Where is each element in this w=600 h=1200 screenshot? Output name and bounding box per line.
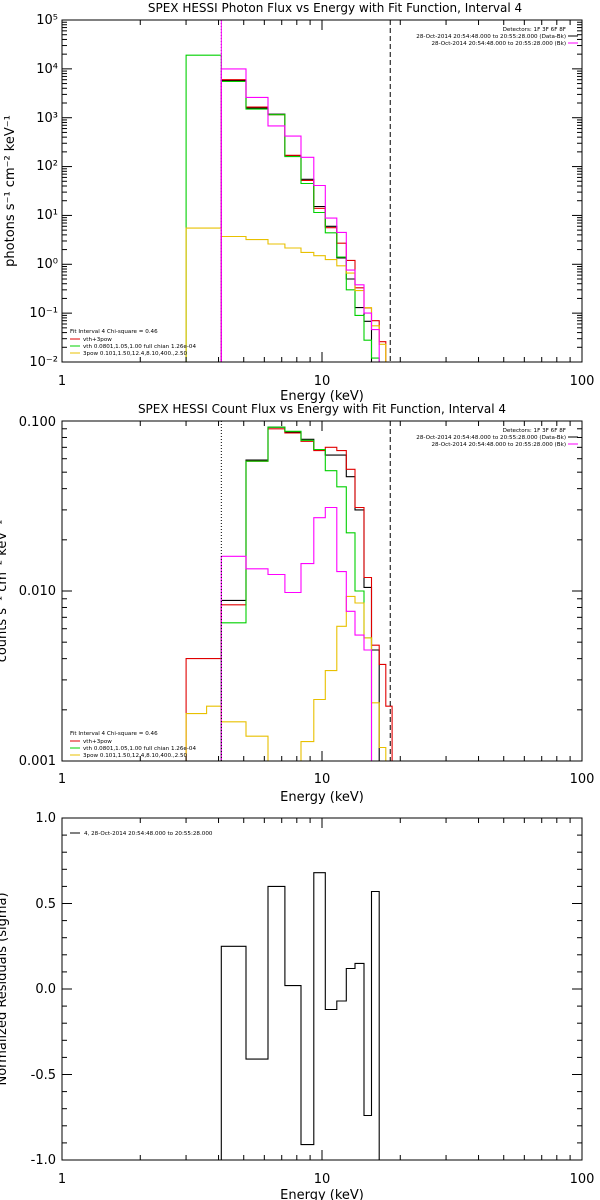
y-tick-label: 10³	[36, 111, 58, 126]
chart-title: SPEX HESSI Photon Flux vs Energy with Fi…	[148, 1, 522, 15]
y-tick-label: 10⁰	[36, 257, 58, 272]
x-tick-layer	[61, 20, 583, 362]
y-tick-label: 0.010	[19, 584, 56, 599]
x-tick-label: 100	[570, 374, 595, 389]
series-vth-3pow-line	[220, 79, 393, 362]
series-3pow-line	[185, 227, 405, 362]
y-tick-label: 10¹	[36, 208, 58, 223]
y-tick-label: 0.001	[19, 754, 56, 769]
x-tick-label: 1	[58, 772, 66, 787]
legend-detectors: Detectors: 1F 3F 6F 8F	[503, 428, 566, 434]
count-flux-panel: SPEX HESSI Count Flux vs Energy with Fit…	[0, 402, 594, 805]
series-layer	[220, 872, 380, 1160]
legend-data-bk: 28-Oct-2014 20:54:48.000 to 20:55:28.000…	[416, 435, 566, 441]
y-tick-label: 10⁵	[36, 13, 58, 28]
x-axis-label: Energy (keV)	[280, 389, 364, 404]
y-axis-label: counts s⁻¹ cm⁻² keV⁻¹	[0, 520, 10, 663]
legend-interval: 4, 28-Oct-2014 20:54:48.000 to 20:55:28.…	[84, 831, 213, 837]
y-tick-label: 10⁻²	[29, 355, 58, 370]
photon-flux-panel: SPEX HESSI Photon Flux vs Energy with Fi…	[3, 1, 594, 404]
x-axis-label: Energy (keV)	[280, 1188, 364, 1200]
legend-vth: vth 0.0801,1.05,1.00 full chian 1.26e-04	[83, 344, 196, 350]
y-tick-label: 0.0	[35, 982, 56, 997]
y-axis-label: Normalized Residuals (sigma)	[0, 892, 10, 1085]
y-tick-label: -1.0	[31, 1153, 56, 1168]
vline-layer	[220, 421, 391, 761]
x-tick-layer	[61, 421, 583, 761]
legend-total: vth+3pow	[83, 739, 112, 745]
legend-3pow: 3pow 0.101,1.50,12.4,8.10,400.,2.50	[83, 753, 188, 759]
series-data-line	[220, 79, 373, 362]
y-tick-label: 1.0	[35, 811, 56, 826]
series-residuals-line	[220, 872, 380, 1160]
x-tick-layer	[61, 818, 583, 1160]
y-tick-label: 0.100	[19, 415, 56, 430]
legend-data-bk: 28-Oct-2014 20:54:48.000 to 20:55:28.000…	[416, 34, 566, 40]
legend-fit-interval: Fit Interval 4 Chi-square = 0.46	[70, 329, 158, 335]
x-tick-label: 100	[570, 1172, 595, 1187]
x-tick-label: 10	[314, 772, 331, 787]
y-tick-label: 0.5	[35, 897, 56, 912]
y-tick-layer	[62, 817, 582, 1161]
legend-bk: 28-Oct-2014 20:54:48.000 to 20:55:28.000…	[431, 41, 566, 47]
series-bk-line	[220, 506, 373, 761]
x-tick-label: 10	[314, 1172, 331, 1187]
legend-vth: vth 0.0801,1.05,1.00 full chian 1.26e-04	[83, 746, 196, 752]
y-tick-label: 10⁴	[36, 62, 58, 77]
plot-frame	[61, 19, 583, 363]
y-tick-layer	[62, 420, 582, 762]
plot-frame	[61, 420, 583, 762]
legend-3pow: 3pow 0.101,1.50,12.4,8.10,400.,2.50	[83, 351, 188, 357]
legend-detectors: Detectors: 1F 3F 6F 8F	[503, 27, 566, 33]
series-layer	[185, 426, 393, 761]
x-axis-label: Energy (keV)	[280, 790, 364, 805]
x-tick-label: 1	[58, 374, 66, 389]
legend-bk: 28-Oct-2014 20:54:48.000 to 20:55:28.000…	[431, 442, 566, 448]
residuals-panel: 1 10 100 -1.0 -0.5 0.0 0.5 1.0 Energy (k…	[0, 811, 594, 1200]
y-axis-label: photons s⁻¹ cm⁻² keV⁻¹	[3, 115, 18, 267]
y-tick-label: 10⁻¹	[29, 306, 58, 321]
legend-fit-interval: Fit Interval 4 Chi-square = 0.46	[70, 731, 158, 737]
y-tick-layer	[62, 19, 582, 363]
series-bk-line	[220, 68, 386, 362]
series-3pow-line	[185, 595, 393, 761]
series-vth-line	[185, 54, 386, 362]
x-tick-label: 1	[58, 1172, 66, 1187]
chart-title: SPEX HESSI Count Flux vs Energy with Fit…	[138, 402, 506, 416]
x-tick-label: 10	[314, 374, 331, 389]
legend-total: vth+3pow	[83, 337, 112, 343]
series-vth-3pow-line	[185, 428, 393, 761]
y-tick-label: -0.5	[31, 1068, 56, 1083]
series-layer	[185, 54, 405, 362]
series-vth-line	[220, 426, 380, 761]
x-tick-label: 100	[570, 772, 595, 787]
y-tick-label: 10²	[36, 159, 58, 174]
plot-frame	[61, 817, 583, 1161]
vline-layer	[220, 20, 391, 362]
